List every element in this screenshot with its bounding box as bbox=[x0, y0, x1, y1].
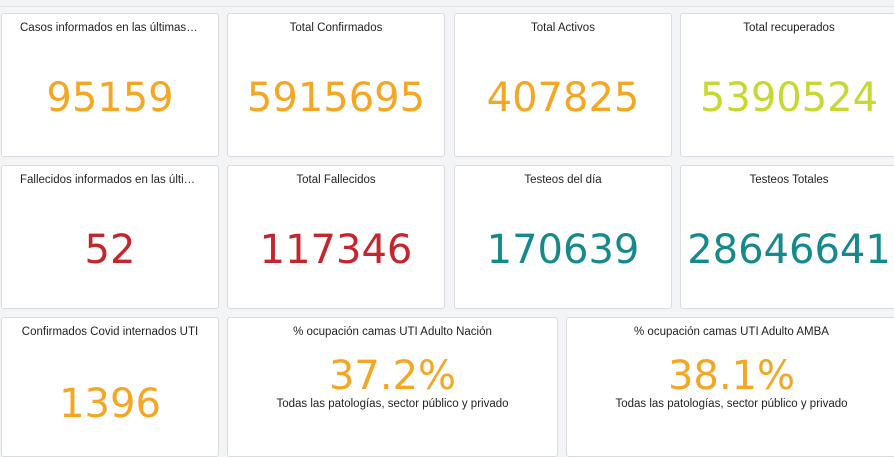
card-title: Total Activos bbox=[531, 22, 595, 34]
card-internados-uti[interactable]: Confirmados Covid internados UTI 1396 bbox=[1, 317, 219, 457]
card-value: 117346 bbox=[259, 227, 413, 273]
card-value: 95159 bbox=[46, 75, 174, 121]
card-total-activos[interactable]: Total Activos 407825 bbox=[454, 13, 672, 157]
card-title: % ocupación camas UTI Adulto AMBA bbox=[634, 326, 829, 338]
card-testeos-del-dia[interactable]: Testeos del día 170639 bbox=[454, 165, 672, 309]
card-value: 170639 bbox=[486, 227, 640, 273]
top-strip bbox=[0, 0, 894, 7]
card-title: % ocupación camas UTI Adulto Nación bbox=[293, 326, 492, 338]
card-fallecidos-ultimas-24h[interactable]: Fallecidos informados en las últim... 52 bbox=[1, 165, 219, 309]
card-ocupacion-uti-amba[interactable]: % ocupación camas UTI Adulto AMBA 38.1% … bbox=[566, 317, 894, 457]
card-value: 38.1% bbox=[667, 353, 796, 399]
card-title: Total Confirmados bbox=[289, 22, 383, 34]
card-title: Casos informados en las últimas 2... bbox=[20, 22, 206, 34]
card-testeos-totales[interactable]: Testeos Totales 28646641 bbox=[680, 165, 894, 309]
card-total-fallecidos[interactable]: Total Fallecidos 117346 bbox=[227, 165, 445, 309]
card-title: Fallecidos informados en las últim... bbox=[20, 174, 203, 186]
card-value: 5390524 bbox=[699, 75, 879, 121]
card-value: 1396 bbox=[59, 381, 161, 427]
card-title: Confirmados Covid internados UTI bbox=[21, 326, 199, 338]
card-title: Total Fallecidos bbox=[296, 174, 376, 186]
card-subtitle: Todas las patologías, sector público y p… bbox=[615, 398, 848, 410]
card-value: 37.2% bbox=[328, 353, 457, 399]
card-title: Total recuperados bbox=[743, 22, 835, 34]
card-total-recuperados[interactable]: Total recuperados 5390524 bbox=[680, 13, 894, 157]
card-value: 407825 bbox=[486, 75, 640, 121]
card-value: 5915695 bbox=[246, 75, 426, 121]
card-title: Testeos Totales bbox=[749, 174, 829, 186]
card-ocupacion-uti-nacion[interactable]: % ocupación camas UTI Adulto Nación 37.2… bbox=[227, 317, 558, 457]
card-casos-ultimas-24h[interactable]: Casos informados en las últimas 2... 951… bbox=[1, 13, 219, 157]
card-value: 28646641 bbox=[687, 227, 891, 273]
card-subtitle: Todas las patologías, sector público y p… bbox=[276, 398, 509, 410]
card-value: 52 bbox=[84, 227, 136, 273]
card-title: Testeos del día bbox=[524, 174, 602, 186]
card-total-confirmados[interactable]: Total Confirmados 5915695 bbox=[227, 13, 445, 157]
